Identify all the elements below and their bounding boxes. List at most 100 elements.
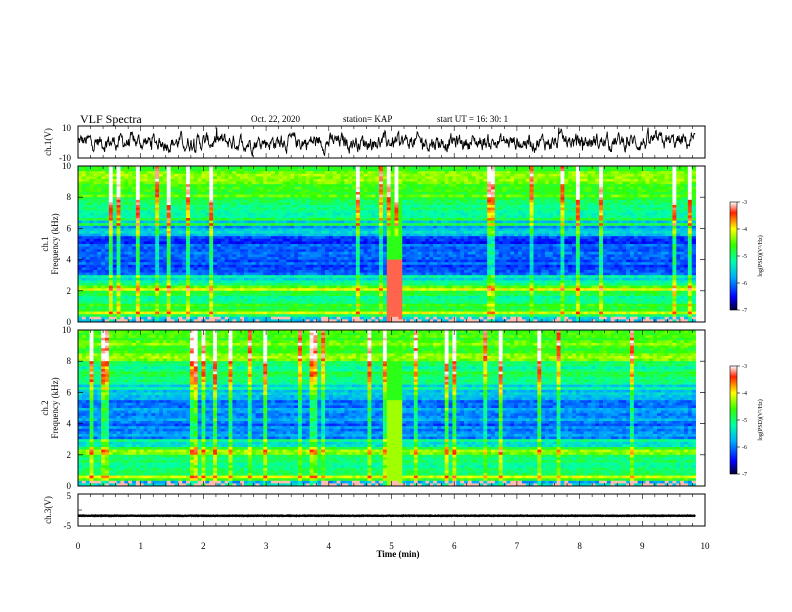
spectrogram-cell [479,181,484,185]
spectrogram-cell [529,205,534,208]
spectrogram-cell [278,215,283,219]
spectrogram-cell [209,236,214,240]
spectrogram-cell [521,228,527,232]
spectrogram-cell [201,220,206,224]
spectrogram-cell [166,181,171,185]
spectrogram-cell [529,173,534,177]
spectrogram-cell [556,192,561,195]
spectrogram-cell [209,244,214,247]
spectrogram-cell [170,215,175,219]
spectrogram-cell [290,184,295,188]
spectrogram-cell [282,238,287,242]
spectrogram-cell [363,215,368,219]
spectrogram-cell [174,202,179,206]
spectrogram-cell [541,215,546,219]
spectrogram-cell [622,244,627,247]
spectrogram-cell [313,194,318,198]
spectrogram-cell [151,236,156,240]
spectrogram-cell [274,176,280,180]
spectrogram-cell [456,173,461,177]
spectrogram-cell [660,186,666,190]
spectrogram-cell [112,194,117,198]
spectrogram-cell [240,176,245,180]
spectrogram-cell [417,189,422,193]
spectrogram-cell [143,244,148,247]
spectrogram-cell [595,215,600,219]
spectrogram-cell [614,210,619,214]
spectrogram-cell [564,197,569,201]
spectrogram-cell [271,189,276,193]
spectrogram-cell [267,231,272,234]
spectrogram-cell [278,223,283,227]
spectrogram-cell [398,186,403,190]
spectrogram-cell [475,228,480,232]
spectrogram-cell [510,233,515,237]
spectrogram-cell [606,173,612,177]
spectrogram-cell [189,218,195,221]
spectrogram-cell [147,207,152,211]
spectrogram-cell [502,184,507,188]
spectrogram-cell [375,236,380,240]
spectrogram-cell [317,176,322,180]
spectrogram-cell [660,199,666,203]
spectrogram-cell [224,228,229,232]
spectrogram-cell [560,220,565,224]
spectrogram-cell [425,218,430,221]
spectrogram-cell [622,181,627,185]
spectrogram-cell [537,166,542,169]
spectrogram-cell [641,238,646,242]
spectrogram-cell [108,186,114,190]
spectrogram-cell [228,199,233,203]
spectrogram-cell [599,220,604,224]
spectrogram-cell [464,225,469,229]
spectrogram-cell [197,210,202,214]
spectrogram-cell [541,220,546,224]
spectrogram-cell [193,238,199,242]
spectrogram-cell [521,184,527,188]
spectrogram-cell [464,233,469,237]
spectrogram-cell [487,179,492,182]
spectrogram-cell [132,241,137,245]
spectrogram-cell [394,220,399,224]
spectrogram-cell [116,223,121,227]
spectrogram-cell [355,205,361,208]
spectrogram-cell [162,210,168,214]
spectrogram-cell [382,192,388,195]
spectrogram-cell [355,231,361,234]
spectrogram-cell [448,202,453,206]
spectrogram-cell [386,171,392,175]
spectrogram-cell [579,215,585,219]
spectrogram-cell [595,181,600,185]
spectrogram-cell [81,205,87,208]
spectrogram-cell [209,231,214,234]
spectrogram-cell [301,184,307,188]
spectrogram-cell [301,241,307,245]
spectrogram-cell [518,194,523,198]
spectrogram-cell [359,168,364,172]
spectrogram-cell [672,218,677,221]
spectrogram-cell [162,228,168,232]
spectrogram-cell [174,207,179,211]
spectrogram-cell [189,220,195,224]
spectrogram-cell [162,205,168,208]
spectrogram-cell [548,186,554,190]
spectrogram-cell [537,238,542,242]
spectrogram-cell [286,189,291,193]
spectrogram-cell [120,215,125,219]
spectrogram-cell [406,215,411,219]
spectrogram-cell [382,241,388,245]
spectrogram-cell [286,194,291,198]
spectrogram-cell [340,244,345,247]
spectrogram-cell [205,233,210,237]
spectrogram-cell [657,212,662,216]
spectrogram-cell [112,168,117,172]
spectrogram-cell [653,238,658,242]
spectrogram-cell [78,223,83,227]
spectrogram-cell [224,186,229,190]
spectrogram-cell [232,173,237,177]
spectrogram-cell [525,215,530,219]
spectrogram-cell [147,202,152,206]
spectrogram-cell [213,202,218,206]
spectrogram-cell [587,199,592,203]
spectrogram-cell [525,171,530,175]
